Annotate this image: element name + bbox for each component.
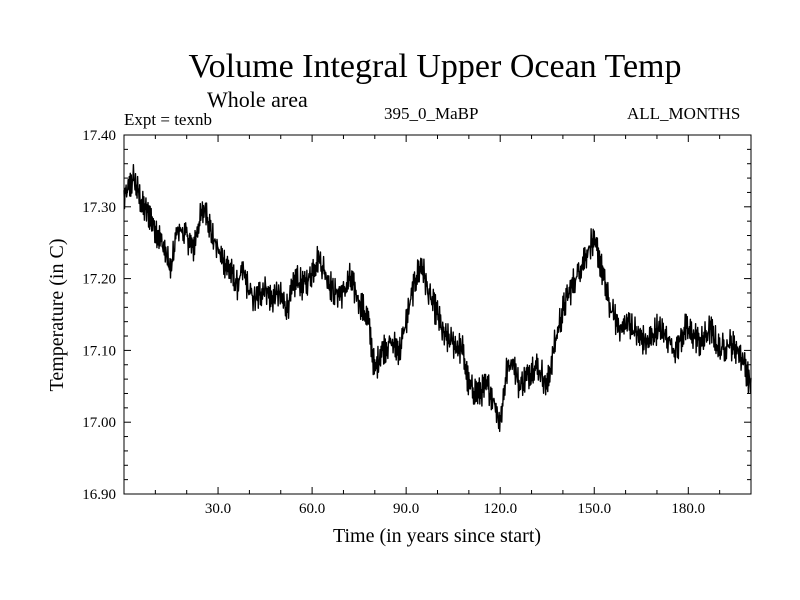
x-tick-label: 60.0 <box>299 501 325 517</box>
chart-title: Volume Integral Upper Ocean Temp <box>188 48 682 85</box>
y-axis-label: Temperature (in C) <box>46 239 68 392</box>
y-tick-label: 17.40 <box>82 128 116 144</box>
y-tick-label: 17.00 <box>82 415 116 431</box>
period-label: ALL_MONTHS <box>627 104 741 123</box>
series-line <box>123 163 752 433</box>
y-tick-label: 17.20 <box>82 272 116 288</box>
x-tick-label: 30.0 <box>205 501 231 517</box>
x-tick-label: 90.0 <box>393 501 419 517</box>
region-label: Whole area <box>207 87 308 112</box>
x-tick-label: 150.0 <box>577 501 611 517</box>
y-axis: 16.90 17.00 17.10 17.20 17.30 17.40 <box>82 128 751 503</box>
experiment-label: Expt = texnb <box>124 110 212 129</box>
x-tick-label: 120.0 <box>483 501 517 517</box>
y-tick-label: 17.30 <box>82 200 116 216</box>
y-tick-label: 17.10 <box>82 343 116 359</box>
x-axis-label: Time (in years since start) <box>333 525 541 547</box>
x-axis: 30.0 60.0 90.0 120.0 150.0 180.0 <box>123 135 752 517</box>
run-id-label: 395_0_MaBP <box>384 104 479 123</box>
y-tick-label: 16.90 <box>82 487 116 503</box>
x-tick-label: 180.0 <box>671 501 705 517</box>
series-layer <box>123 163 752 433</box>
